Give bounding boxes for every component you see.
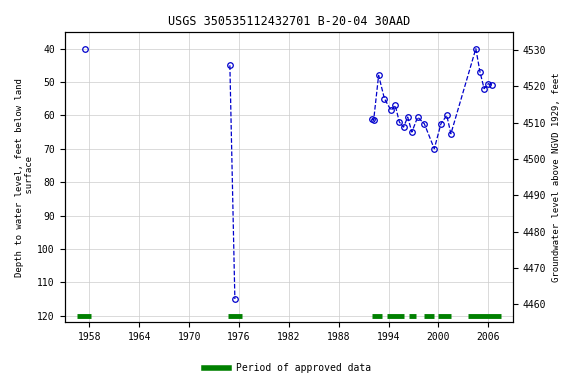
Title: USGS 350535112432701 B-20-04 30AAD: USGS 350535112432701 B-20-04 30AAD (168, 15, 410, 28)
Y-axis label: Depth to water level, feet below land
 surface: Depth to water level, feet below land su… (15, 78, 35, 276)
Y-axis label: Groundwater level above NGVD 1929, feet: Groundwater level above NGVD 1929, feet (552, 72, 561, 282)
Legend: Period of approved data: Period of approved data (200, 359, 376, 377)
